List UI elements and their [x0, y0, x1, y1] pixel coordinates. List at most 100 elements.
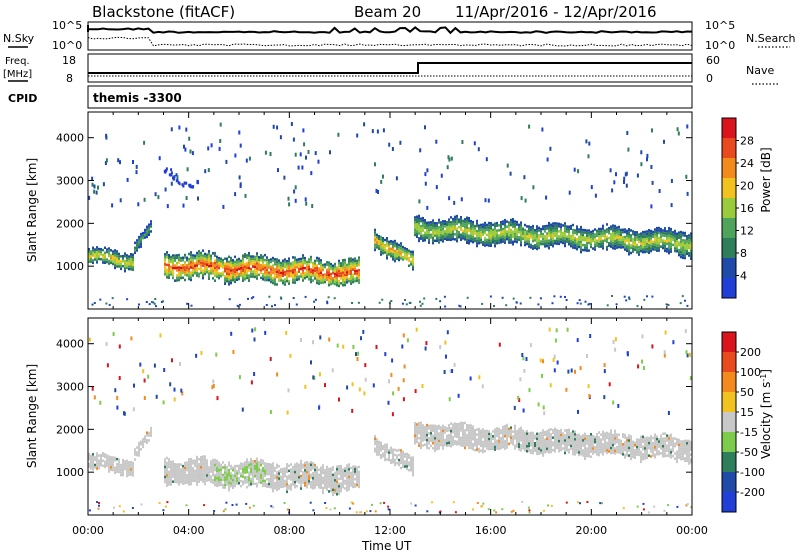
power-cell	[484, 221, 486, 225]
power-cell	[409, 301, 412, 304]
velocity-cell	[454, 422, 456, 425]
velocity-cell	[344, 479, 346, 483]
power-cell	[622, 236, 624, 239]
power-cell	[142, 231, 144, 235]
power-cell	[412, 253, 414, 256]
velocity-cell	[104, 465, 106, 469]
power-cell	[206, 263, 208, 266]
power-cell	[493, 305, 495, 307]
velocity-cell	[638, 451, 640, 454]
velocity-cell	[174, 470, 176, 473]
velocity-cell	[274, 474, 276, 477]
power-cell	[509, 171, 512, 176]
velocity-cell	[244, 463, 246, 467]
velocity-cell	[502, 438, 504, 441]
velocity-cell	[638, 443, 640, 447]
power-cell	[330, 265, 332, 268]
velocity-cell	[182, 472, 184, 475]
power-cell	[126, 261, 128, 265]
power-cell	[88, 255, 90, 258]
power-cell	[682, 246, 684, 250]
velocity-cell	[390, 459, 392, 462]
velocity-cell	[488, 430, 490, 433]
velocity-cell	[432, 427, 434, 430]
power-cell	[344, 268, 346, 272]
velocity-cell	[374, 435, 376, 438]
velocity-cell	[478, 447, 480, 451]
power-cell	[188, 275, 190, 278]
power-cell	[224, 262, 226, 265]
velocity-cell	[246, 465, 248, 469]
velocity-cell	[530, 436, 532, 440]
power-cell	[420, 234, 422, 238]
velocity-cell	[124, 460, 126, 463]
power-cell	[656, 249, 658, 252]
velocity-cell	[330, 487, 332, 490]
velocity-cell	[630, 440, 632, 443]
power-cell	[514, 230, 516, 233]
velocity-cell	[592, 439, 594, 443]
power-cell	[662, 231, 664, 235]
power-cell	[208, 265, 210, 268]
velocity-cell	[516, 437, 518, 441]
velocity-cell	[526, 442, 528, 445]
power-cell	[470, 227, 472, 230]
velocity-cell	[358, 485, 360, 489]
velocity-cell	[672, 442, 674, 445]
power-cell	[592, 247, 594, 250]
velocity-cell	[448, 426, 450, 430]
velocity-cell	[426, 436, 428, 439]
velocity-cell	[128, 463, 130, 467]
power-cell	[522, 227, 524, 230]
power-cell	[164, 263, 166, 266]
power-cell	[348, 272, 350, 275]
power-cell	[190, 256, 192, 259]
velocity-cell	[648, 454, 650, 457]
velocity-cell	[604, 442, 606, 445]
power-cell	[306, 263, 308, 266]
power-cell	[216, 273, 218, 276]
power-cell	[224, 265, 226, 268]
velocity-cell	[392, 453, 394, 456]
velocity-cell	[222, 473, 224, 477]
power-cell	[674, 247, 676, 250]
power-cell	[580, 238, 582, 241]
power-cell	[434, 222, 436, 225]
power-cell	[208, 262, 210, 265]
freq-trace	[88, 62, 692, 74]
power-cell	[456, 219, 458, 223]
velocity-cell	[430, 432, 432, 435]
velocity-cell	[430, 444, 432, 448]
velocity-cell	[314, 468, 316, 472]
power-cell	[210, 264, 212, 268]
velocity-cell	[348, 480, 350, 484]
velocity-cell	[434, 447, 436, 450]
power-cell	[266, 256, 268, 259]
power-cell	[552, 242, 554, 245]
velocity-cell	[520, 431, 522, 435]
nave-label: Nave	[746, 64, 774, 77]
velocity-cell	[292, 470, 294, 474]
velocity-cell	[310, 481, 312, 484]
power-cell	[670, 179, 673, 183]
velocity-cell	[164, 478, 166, 481]
power-cell	[640, 242, 642, 245]
power-cell	[376, 238, 378, 242]
power-cell	[230, 259, 232, 262]
power-cell	[180, 266, 182, 270]
power-cell	[186, 274, 188, 277]
power-cell	[476, 229, 478, 233]
power-cell	[164, 255, 166, 259]
velocity-cell	[376, 440, 378, 444]
power-cell	[210, 254, 212, 258]
power-cell	[456, 227, 458, 230]
power-cell	[584, 300, 587, 303]
power-cell	[206, 253, 208, 256]
velocity-cell	[302, 471, 304, 474]
velocity-cell	[452, 435, 454, 439]
velocity-cell	[180, 480, 182, 484]
power-cell	[178, 278, 180, 282]
power-cell	[578, 228, 580, 231]
power-cell	[528, 242, 530, 246]
velocity-cell	[576, 448, 578, 452]
